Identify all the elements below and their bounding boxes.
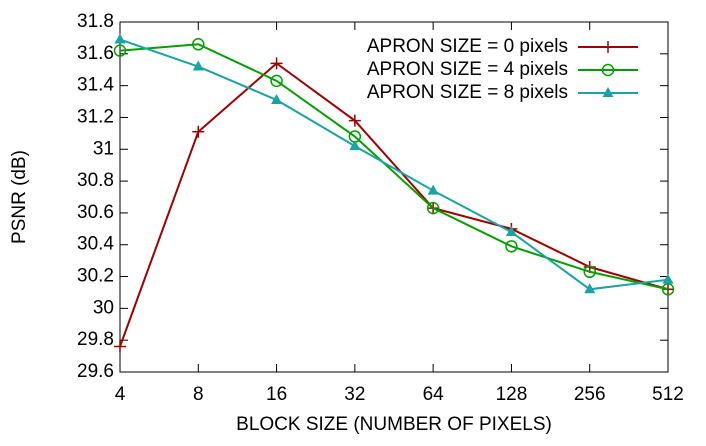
- y-tick-label: 30.2: [77, 266, 114, 287]
- marker: [192, 60, 204, 71]
- y-tick-label: 29.8: [77, 329, 114, 350]
- legend-marker: [602, 87, 614, 97]
- x-tick-label: 64: [423, 384, 445, 405]
- x-tick-label: 4: [115, 384, 126, 405]
- y-tick-label: 30.4: [77, 234, 114, 255]
- legend-label: APRON SIZE = 4 pixels: [367, 59, 568, 80]
- marker: [426, 201, 440, 215]
- y-tick-label: 31.4: [77, 75, 114, 96]
- x-tick-label: 512: [652, 384, 684, 405]
- marker: [270, 74, 283, 88]
- series-line: [119, 62, 669, 347]
- legend-marker: [601, 63, 615, 77]
- marker: [271, 93, 283, 104]
- legend-label: APRON SIZE = 0 pixels: [367, 36, 568, 57]
- marker: [505, 240, 518, 253]
- x-tick-label: 128: [496, 384, 528, 405]
- legend-marker: [602, 41, 614, 53]
- marker: [114, 33, 126, 44]
- marker: [662, 273, 674, 284]
- x-axis-label: BLOCK SIZE (NUMBER OF PIXELS): [236, 414, 552, 435]
- y-tick-label: 30.8: [77, 170, 114, 191]
- y-tick-label: 31.8: [77, 11, 114, 32]
- marker: [113, 44, 127, 57]
- series-line: [119, 43, 669, 291]
- marker: [583, 265, 596, 279]
- marker: [584, 283, 596, 294]
- marker: [114, 340, 126, 353]
- x-tick-label: 16: [266, 384, 287, 405]
- marker: [270, 57, 283, 70]
- marker: [348, 114, 361, 127]
- y-tick-label: 31.2: [77, 106, 114, 127]
- y-tick-label: 30: [93, 297, 114, 318]
- marker: [349, 140, 361, 151]
- marker: [427, 184, 439, 195]
- series-line: [119, 38, 669, 291]
- y-axis-label: PSNR (dB): [9, 150, 30, 244]
- y-tick-label: 31: [93, 138, 114, 159]
- y-tick-label: 29.6: [77, 361, 114, 382]
- x-tick-label: 8: [193, 384, 204, 405]
- marker: [505, 226, 517, 236]
- y-tick-label: 31.6: [77, 43, 114, 64]
- marker: [661, 283, 675, 296]
- x-tick-label: 256: [574, 384, 606, 405]
- y-tick-label: 30.6: [77, 202, 114, 223]
- marker: [192, 125, 205, 138]
- x-tick-label: 32: [344, 384, 365, 405]
- legend-label: APRON SIZE = 8 pixels: [367, 82, 568, 103]
- plot-border: [119, 21, 669, 373]
- marker: [192, 38, 205, 51]
